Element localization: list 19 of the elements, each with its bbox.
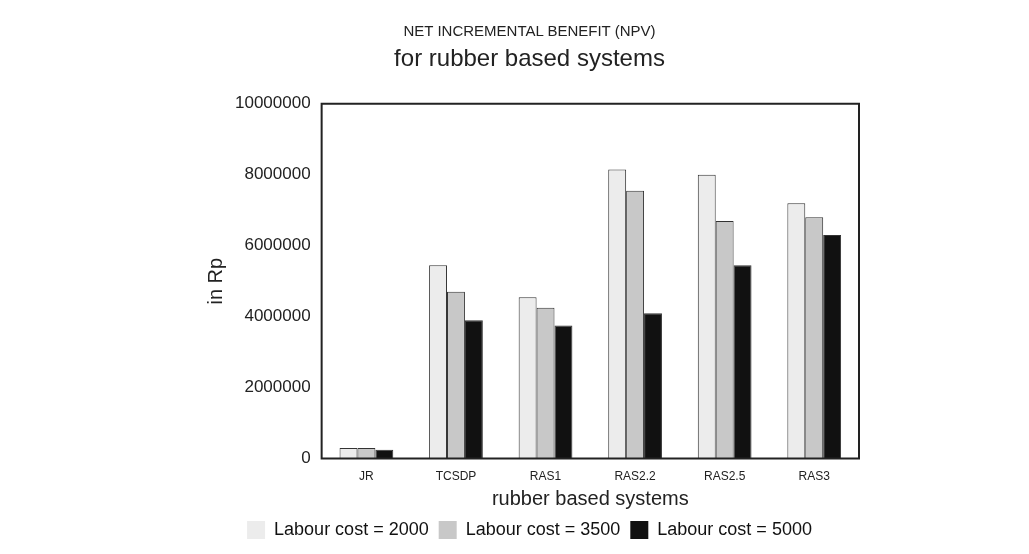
y-tick-label: 4000000 [244,306,311,326]
x-tick-label: RAS1 [529,469,562,484]
y-axis-title: in Rp [203,257,226,305]
y-tick-label: 0 [301,448,311,468]
x-tick-label: RAS2.5 [703,469,746,484]
y-tick-label: 10000000 [235,93,311,113]
x-tick-label: RAS3 [798,469,831,484]
chart-subtitle: for rubber based systems [394,44,665,72]
y-tick-label: 8000000 [244,164,311,184]
legend-label: Labour cost = 2000 [274,518,429,539]
y-tick-label: 2000000 [244,377,311,397]
x-tick-label: TCSDP [435,469,477,484]
chart-title: NET INCREMENTAL BENEFIT (NPV) [403,22,656,40]
x-axis-title: rubber based systems [491,486,689,509]
x-tick-label: RAS2.2 [614,469,657,484]
legend-label: Labour cost = 3500 [465,518,621,539]
legend-label: Labour cost = 5000 [657,518,812,539]
y-tick-label: 6000000 [244,235,311,255]
x-tick-label: JR [359,469,375,484]
